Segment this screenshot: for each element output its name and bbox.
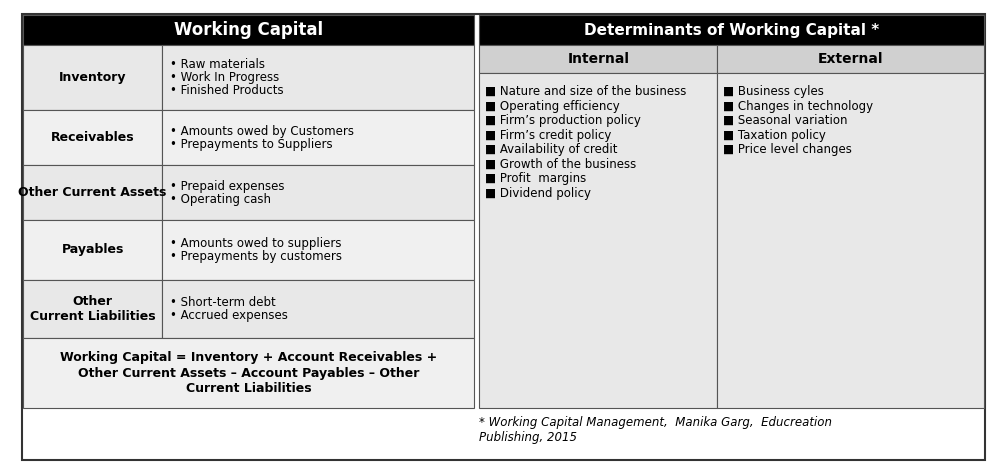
Bar — [162, 110, 475, 165]
Text: ■ Firm’s production policy: ■ Firm’s production policy — [486, 114, 641, 127]
Text: ■ Firm’s credit policy: ■ Firm’s credit policy — [486, 128, 611, 142]
Text: • Raw materials: • Raw materials — [170, 58, 265, 71]
Text: ■ Availability of credit: ■ Availability of credit — [486, 143, 617, 156]
Bar — [23, 165, 162, 220]
Text: ■ Nature and size of the business: ■ Nature and size of the business — [486, 85, 686, 98]
Text: Internal: Internal — [567, 52, 629, 66]
Bar — [23, 338, 475, 408]
Bar — [162, 280, 475, 338]
Text: ■ Profit  margins: ■ Profit margins — [486, 172, 586, 185]
Text: ■ Operating efficiency: ■ Operating efficiency — [486, 100, 620, 112]
Bar — [23, 15, 475, 45]
Bar — [23, 45, 162, 110]
Bar — [23, 220, 162, 280]
Text: Payables: Payables — [61, 244, 124, 256]
Text: ■ Changes in technology: ■ Changes in technology — [723, 100, 873, 112]
Bar — [162, 220, 475, 280]
Text: Inventory: Inventory — [59, 71, 126, 84]
Text: Determinants of Working Capital *: Determinants of Working Capital * — [584, 22, 879, 37]
Text: * Working Capital Management,  Manika Garg,  Educreation
Publishing, 2015: * Working Capital Management, Manika Gar… — [480, 416, 832, 444]
Bar — [717, 73, 984, 408]
Text: ■ Taxation policy: ■ Taxation policy — [723, 128, 826, 142]
Text: Receivables: Receivables — [51, 131, 135, 144]
Text: • Prepayments to Suppliers: • Prepayments to Suppliers — [170, 137, 333, 151]
Text: ■ Growth of the business: ■ Growth of the business — [486, 157, 636, 171]
Text: • Work In Progress: • Work In Progress — [170, 71, 279, 84]
Bar — [23, 280, 162, 338]
Text: • Short-term debt: • Short-term debt — [170, 296, 276, 309]
Bar — [23, 110, 162, 165]
Bar — [480, 15, 984, 45]
Text: Working Capital: Working Capital — [174, 21, 324, 39]
Bar — [717, 45, 984, 73]
Text: • Amounts owed to suppliers: • Amounts owed to suppliers — [170, 237, 342, 250]
Bar — [162, 165, 475, 220]
Text: ■ Business cyles: ■ Business cyles — [723, 85, 824, 98]
Text: • Prepayments by customers: • Prepayments by customers — [170, 250, 342, 263]
Text: ■ Dividend policy: ■ Dividend policy — [486, 186, 591, 200]
Text: ■ Seasonal variation: ■ Seasonal variation — [723, 114, 848, 127]
Text: Other
Current Liabilities: Other Current Liabilities — [30, 295, 156, 323]
Text: • Accrued expenses: • Accrued expenses — [170, 309, 288, 322]
Text: Other Current Assets: Other Current Assets — [18, 186, 167, 199]
Text: • Prepaid expenses: • Prepaid expenses — [170, 180, 285, 192]
Text: • Operating cash: • Operating cash — [170, 192, 271, 206]
Text: • Finished Products: • Finished Products — [170, 84, 284, 97]
Text: • Amounts owed by Customers: • Amounts owed by Customers — [170, 125, 354, 137]
Bar — [480, 45, 717, 73]
Text: ■ Price level changes: ■ Price level changes — [723, 143, 852, 156]
Bar — [480, 73, 717, 408]
Text: Working Capital = Inventory + Account Receivables +
Other Current Assets – Accou: Working Capital = Inventory + Account Re… — [60, 352, 438, 394]
Bar — [162, 45, 475, 110]
Text: External: External — [818, 52, 883, 66]
